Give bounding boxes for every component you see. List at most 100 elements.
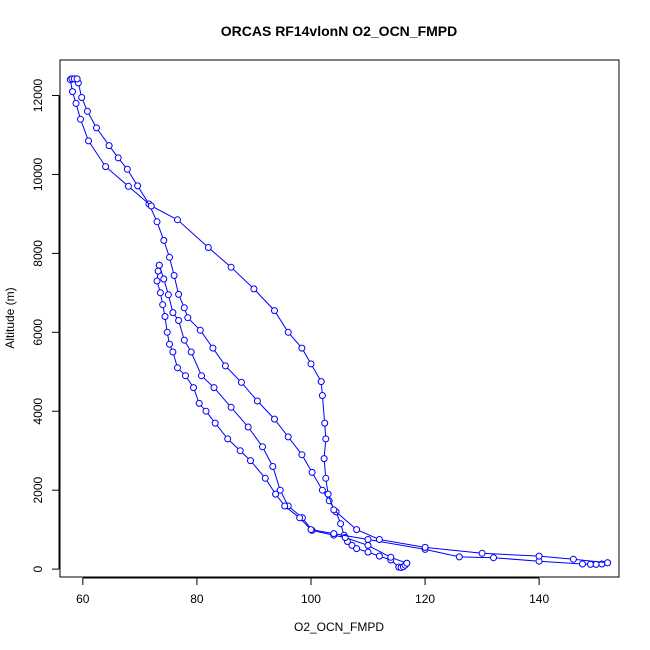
- data-point: [134, 182, 142, 190]
- data-point: [154, 267, 162, 275]
- data-point: [227, 403, 235, 411]
- y-tick-label: 4000: [31, 398, 45, 425]
- data-point: [569, 555, 577, 563]
- data-point: [455, 553, 463, 561]
- data-point: [244, 423, 252, 431]
- y-tick-label: 10000: [31, 157, 45, 191]
- data-point: [123, 165, 131, 173]
- data-point: [353, 545, 361, 553]
- data-point: [364, 536, 372, 543]
- x-tick-label: 140: [529, 592, 549, 606]
- x-axis: 60 80 100 120 140: [76, 577, 549, 606]
- data-point: [364, 541, 372, 549]
- data-point: [174, 364, 181, 372]
- data-point: [307, 526, 315, 534]
- data-point: [105, 142, 113, 150]
- series-4: [66, 75, 612, 567]
- series-layer: [66, 75, 612, 571]
- x-axis-label: O2_OCN_FMPD: [294, 620, 384, 634]
- data-point: [364, 548, 372, 556]
- x-tick-label: 100: [301, 592, 321, 606]
- data-point: [159, 301, 167, 309]
- data-point: [169, 309, 177, 317]
- data-point: [85, 137, 92, 145]
- data-point: [163, 328, 171, 336]
- data-point: [164, 291, 172, 299]
- data-point: [160, 275, 168, 283]
- data-point: [375, 536, 383, 543]
- data-point: [284, 328, 292, 336]
- data-point: [320, 455, 328, 463]
- data-point: [187, 348, 195, 356]
- data-point: [535, 552, 543, 560]
- data-point: [166, 253, 173, 261]
- data-point: [78, 94, 86, 101]
- data-point: [317, 378, 325, 386]
- x-tick-label: 80: [190, 592, 204, 606]
- series-line: [69, 78, 608, 564]
- data-point: [93, 124, 100, 132]
- data-point: [330, 506, 338, 514]
- data-point: [227, 263, 235, 271]
- data-point: [337, 520, 345, 528]
- x-tick-label: 60: [76, 592, 90, 606]
- data-point: [174, 216, 181, 224]
- data-point: [298, 451, 306, 459]
- data-point: [250, 285, 258, 293]
- data-point: [272, 490, 280, 498]
- data-point: [72, 99, 80, 107]
- chart-title: ORCAS RF14vlonN O2_OCN_FMPD: [221, 23, 457, 39]
- series-line: [156, 265, 608, 565]
- y-tick-label: 12000: [31, 79, 45, 113]
- data-point: [155, 261, 163, 269]
- data-point: [298, 344, 306, 352]
- data-point: [210, 384, 218, 392]
- data-point: [253, 397, 261, 405]
- y-tick-label: 0: [31, 565, 45, 572]
- data-point: [322, 435, 330, 443]
- data-point: [153, 218, 161, 226]
- data-point: [403, 559, 411, 567]
- data-point: [153, 277, 161, 285]
- data-point: [169, 348, 177, 356]
- data-point: [202, 407, 210, 415]
- data-point: [161, 313, 169, 320]
- data-point: [211, 419, 219, 427]
- data-point: [604, 559, 612, 567]
- data-point: [579, 560, 586, 568]
- data-point: [180, 336, 188, 344]
- data-point: [83, 107, 91, 115]
- data-point: [209, 344, 217, 352]
- data-point: [587, 560, 594, 568]
- data-point: [247, 457, 254, 465]
- data-point: [271, 415, 278, 423]
- data-point: [259, 443, 266, 451]
- data-point: [269, 463, 277, 470]
- data-point: [321, 419, 329, 427]
- data-point: [387, 553, 395, 561]
- data-point: [236, 447, 244, 455]
- data-point: [170, 272, 178, 279]
- series-line: [158, 265, 407, 564]
- data-point: [102, 163, 110, 171]
- data-point: [490, 554, 497, 562]
- data-point: [296, 514, 304, 522]
- data-point: [375, 552, 383, 560]
- data-point: [73, 75, 81, 83]
- data-point: [348, 541, 356, 549]
- data-point: [166, 340, 173, 348]
- data-point: [147, 202, 155, 210]
- data-point: [281, 502, 289, 510]
- data-point: [307, 360, 315, 368]
- data-point: [353, 526, 361, 534]
- data-point: [198, 372, 205, 380]
- data-point: [160, 236, 168, 244]
- data-point: [478, 549, 486, 557]
- data-point: [175, 317, 183, 324]
- data-point: [276, 486, 284, 494]
- data-point: [318, 392, 326, 399]
- x-tick-label: 120: [415, 592, 435, 606]
- data-point: [318, 486, 326, 494]
